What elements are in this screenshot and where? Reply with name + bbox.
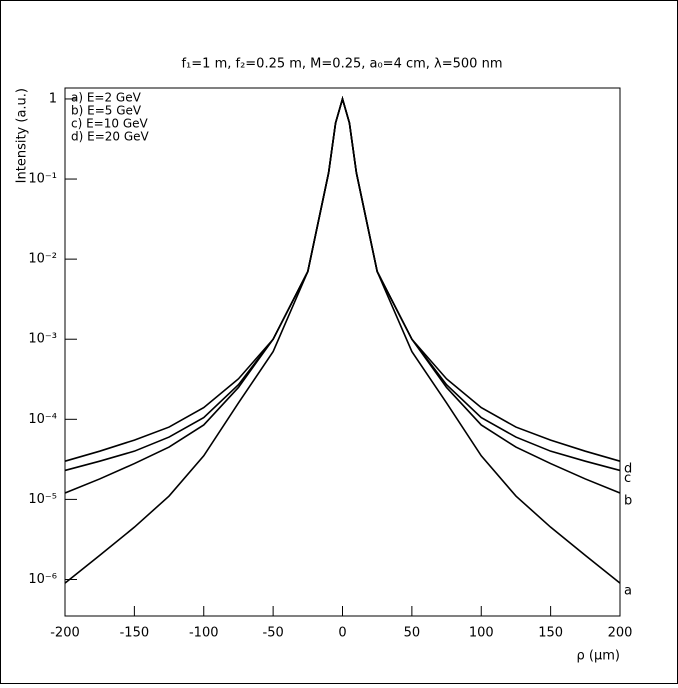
series-end-label: c bbox=[624, 471, 631, 486]
x-tick-label: 200 bbox=[608, 626, 633, 641]
x-tick-label: 100 bbox=[469, 626, 494, 641]
series-line bbox=[64, 96, 621, 462]
x-tick-label: 0 bbox=[338, 626, 346, 641]
y-tick-label: 10⁻⁶ bbox=[28, 572, 57, 587]
y-tick-label: 10⁻⁴ bbox=[28, 412, 57, 427]
x-tick-label: -50 bbox=[263, 626, 284, 641]
legend-entry: c) E=10 GeV bbox=[71, 117, 148, 131]
series-end-label: d bbox=[624, 462, 632, 477]
series-end-label: a bbox=[624, 584, 632, 599]
y-axis-label: Intensity (a.u.) bbox=[15, 88, 30, 183]
y-tick-label: 10⁻¹ bbox=[28, 172, 57, 187]
legend-entry: d) E=20 GeV bbox=[71, 130, 150, 144]
legend-entry: b) E=5 GeV bbox=[71, 104, 142, 118]
x-tick-label: -200 bbox=[50, 626, 80, 641]
series-end-label: b bbox=[624, 494, 632, 509]
x-axis-label: ρ (μm) bbox=[577, 649, 620, 664]
x-tick-label: -150 bbox=[120, 626, 150, 641]
legend-entry: a) E=2 GeV bbox=[71, 91, 142, 105]
y-tick-label: 10⁻⁵ bbox=[28, 492, 57, 507]
chart-title: f₁=1 m, f₂=0.25 m, M=0.25, a₀=4 cm, λ=50… bbox=[181, 57, 502, 72]
x-tick-label: -100 bbox=[189, 626, 219, 641]
y-tick-label: 10⁻² bbox=[28, 252, 57, 267]
y-tick-label: 10⁻³ bbox=[28, 332, 57, 347]
x-tick-label: 50 bbox=[404, 626, 421, 641]
x-tick-label: 150 bbox=[538, 626, 563, 641]
y-tick-label: 1 bbox=[49, 91, 57, 106]
